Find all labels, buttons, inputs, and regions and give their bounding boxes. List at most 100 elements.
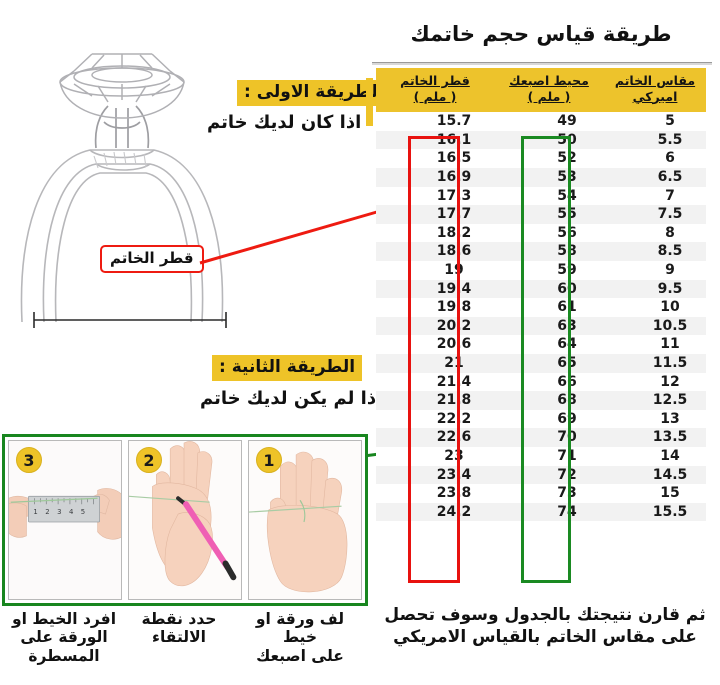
photo-panel-2: 2 [128, 440, 242, 600]
cell-circumference: 52 [557, 150, 577, 167]
table-row: 17.3 54 7 [376, 186, 706, 206]
cell-us-size: 8 [665, 224, 675, 241]
ring-size-table-wrapper: قطر الخاتم ( ملم ) محيط اصبعك ( ملم ) مق… [376, 68, 706, 522]
cell-us-size: 9 [665, 262, 675, 278]
cell-us-size: 15.5 [652, 503, 688, 520]
cell-us-size: 10 [660, 299, 680, 316]
ring-illustration [4, 22, 236, 342]
svg-text:3: 3 [57, 508, 61, 516]
ring-diameter-label: قطر الخاتم [100, 245, 204, 273]
cell-circumference: 73 [557, 485, 577, 502]
table-row: 22.2 69 13 [376, 409, 706, 429]
cell-us-size: 5 [665, 113, 675, 130]
cell-us-size: 13.5 [652, 429, 688, 446]
photo-caption-1-line2: على اصبعك [256, 646, 344, 665]
cell-us-size: 6.5 [657, 169, 683, 186]
photo-badge-3: 3 [16, 447, 42, 473]
cell-diameter: 16.1 [436, 131, 472, 148]
red-connector-line [199, 201, 409, 265]
cell-diameter: 16.9 [436, 169, 472, 186]
cell-circumference: 74 [557, 503, 577, 520]
table-row: 23.4 72 14.5 [376, 465, 706, 485]
cell-circumference: 50 [557, 131, 577, 148]
method-one-badge: الطريقة الاولى : [237, 80, 391, 106]
cell-circumference: 63 [557, 317, 577, 334]
cell-diameter: 21.8 [436, 392, 472, 409]
cell-us-size: 8.5 [657, 243, 683, 260]
cell-us-size: 14 [660, 447, 680, 464]
table-row: 19.4 60 9.5 [376, 279, 706, 299]
cell-us-size: 11.5 [652, 354, 688, 371]
svg-text:4: 4 [69, 508, 73, 516]
photo-badge-1: 1 [256, 447, 282, 473]
cell-circumference: 72 [557, 466, 577, 483]
method-one-yellow-bar [366, 78, 373, 126]
cell-circumference: 56 [557, 224, 577, 241]
cell-circumference: 60 [557, 280, 577, 297]
cell-circumference: 68 [557, 392, 577, 409]
cell-diameter: 17.7 [436, 206, 472, 223]
footnote-text: ثم قارن نتيجتك بالجدول وسوف تحصل على مقا… [380, 604, 710, 648]
table-header-row: قطر الخاتم ( ملم ) محيط اصبعك ( ملم ) مق… [376, 68, 706, 113]
cell-diameter: 18.6 [436, 243, 472, 260]
col-header-us-size: مقاس الخاتم اميركي [604, 68, 706, 113]
cell-circumference: 69 [557, 410, 577, 427]
cell-us-size: 7 [665, 187, 675, 204]
cell-us-size: 10.5 [652, 317, 688, 334]
table-row: 21 65 11.5 [376, 353, 706, 373]
title-divider [372, 62, 712, 65]
photo-caption-3-line1: افرد الخيط او [11, 610, 117, 628]
cell-us-size: 12.5 [652, 392, 688, 409]
cell-diameter: 19.8 [436, 299, 472, 316]
cell-circumference: 58 [557, 243, 577, 260]
table-row: 18.6 58 8.5 [376, 242, 706, 261]
table-row: 23 71 14 [376, 446, 706, 466]
table-row: 24.2 74 15.5 [376, 502, 706, 522]
cell-us-size: 5.5 [657, 131, 683, 148]
cell-circumference: 49 [557, 113, 577, 130]
col-header-circumference: محيط اصبعك ( ملم ) [494, 68, 604, 113]
table-row: 19.8 61 10 [376, 298, 706, 317]
col-header-us-size-line2: اميركي [632, 88, 678, 104]
col-header-us-size-line1: مقاس الخاتم [614, 73, 696, 88]
cell-diameter: 23.8 [436, 485, 472, 502]
photo-caption-3-line2: الورقة على المسطرة [20, 628, 108, 665]
table-row: 21.8 68 12.5 [376, 391, 706, 410]
cell-us-size: 14.5 [652, 466, 688, 483]
svg-text:2: 2 [45, 508, 49, 516]
table-body: 15.7 49 5 16.1 50 5.5 16.5 52 6 16.9 53 6.5 17.3 54 7 1… [376, 112, 706, 522]
table-row: 16.1 50 5.5 [376, 130, 706, 150]
cell-us-size: 6 [665, 150, 675, 167]
cell-diameter: 15.7 [436, 113, 472, 130]
cell-diameter: 17.3 [436, 187, 472, 204]
cell-diameter: 20.6 [436, 336, 472, 353]
cell-diameter: 18.2 [436, 224, 472, 241]
cell-circumference: 54 [557, 187, 577, 204]
col-header-circumference-line1: محيط اصبعك [509, 73, 589, 88]
photo-caption-1-line1: لف ورقة او خيط [255, 610, 345, 647]
photo-caption-2-line2: الالتقاء [152, 628, 206, 647]
cell-diameter: 19.4 [436, 280, 472, 297]
table-head: قطر الخاتم ( ملم ) محيط اصبعك ( ملم ) مق… [376, 68, 706, 113]
svg-text:1: 1 [33, 508, 37, 516]
table-row: 21.4 66 12 [376, 372, 706, 392]
footnote-line2: على مقاس الخاتم بالقياس الامريكي [393, 627, 697, 648]
cell-circumference: 53 [557, 169, 577, 186]
marking-point-photo [129, 441, 241, 599]
cell-diameter: 21 [444, 354, 464, 371]
photo-caption-3: افرد الخيط او الورقة على المسطرة [2, 610, 126, 665]
col-header-diameter-line1: قطر الخاتم [400, 73, 470, 88]
cell-diameter: 16.5 [436, 150, 472, 167]
cell-us-size: 9.5 [657, 280, 683, 297]
cell-us-size: 15 [660, 485, 680, 502]
cell-diameter: 23.4 [436, 466, 472, 483]
method-one-subtitle: اذا كان لديك خاتم [207, 112, 362, 133]
photo-caption-2-line1: حدد نقطة [141, 610, 217, 628]
page-title: طريقة قياس حجم خاتمك [410, 22, 672, 46]
table-row: 22.6 70 13.5 [376, 428, 706, 447]
cell-diameter: 21.4 [436, 373, 472, 390]
cell-us-size: 7.5 [657, 206, 683, 223]
